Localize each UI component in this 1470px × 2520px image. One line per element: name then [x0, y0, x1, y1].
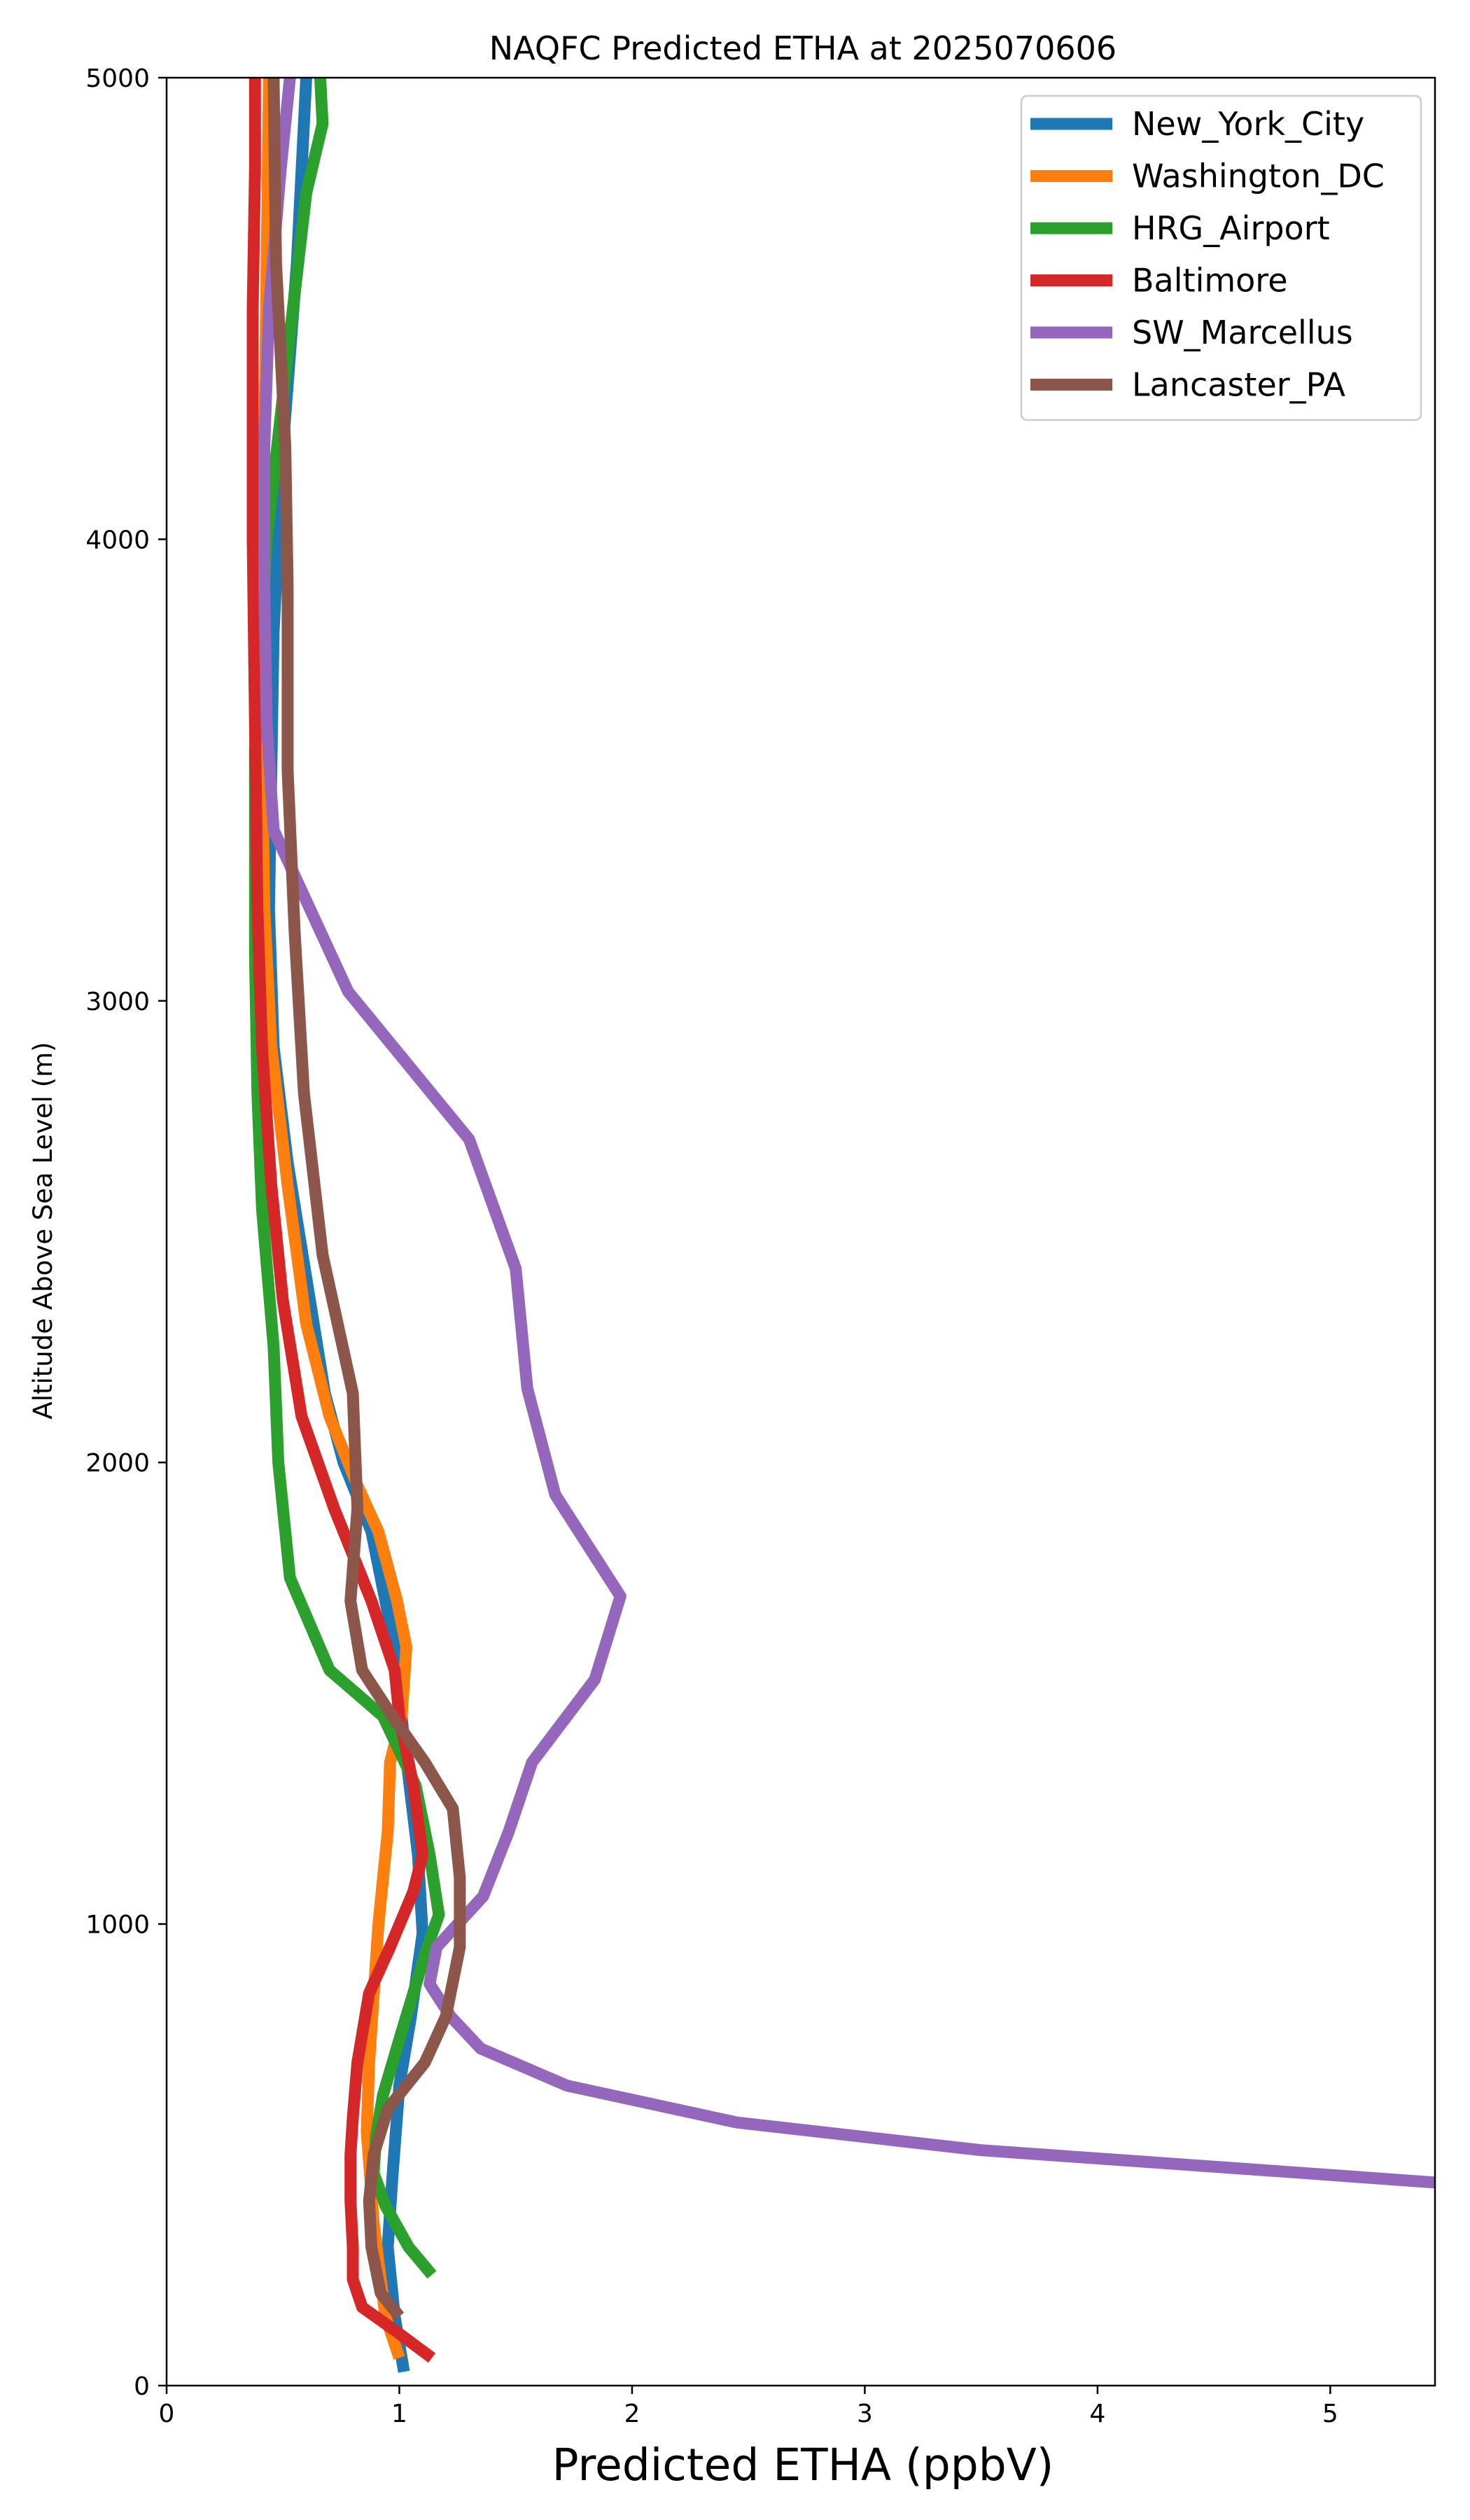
- x-tick-label: 4: [1089, 2400, 1105, 2428]
- y-tick-label: 2000: [85, 1449, 150, 1478]
- y-tick-label: 3000: [85, 988, 150, 1016]
- x-axis: 0 1 2 3 4 5: [159, 2386, 1338, 2428]
- legend-label: Baltimore: [1132, 262, 1288, 300]
- series-layer: [246, 78, 1435, 2373]
- plot-frame: [165, 76, 1436, 2387]
- series-line-lancaster-pa: [267, 78, 466, 2320]
- series-line-washington-dc: [255, 78, 412, 2360]
- legend-frame: [1020, 94, 1422, 421]
- legend-label: Washington_DC: [1132, 158, 1385, 195]
- chart-title: NAQFC Predicted ETHA at 2025070606: [489, 29, 1116, 67]
- series-line-sw-marcellus: [258, 78, 1435, 2189]
- legend-label: HRG_Airport: [1132, 209, 1330, 247]
- x-tick-label: 2: [624, 2400, 640, 2428]
- y-axis-title: Altitude Above Sea Level (m): [28, 1042, 58, 1419]
- y-tick-label: 5000: [85, 64, 150, 93]
- y-tick-label: 0: [134, 2372, 150, 2401]
- legend-label: Lancaster_PA: [1132, 366, 1345, 404]
- y-tick-label: 4000: [85, 526, 150, 554]
- x-axis-title: Predicted ETHA (ppbV): [552, 2440, 1054, 2491]
- series-line-baltimore: [246, 78, 436, 2363]
- legend-label: New_York_City: [1132, 105, 1364, 143]
- x-tick-label: 5: [1322, 2400, 1338, 2428]
- x-tick-label: 1: [391, 2400, 407, 2428]
- legend-label: SW_Marcellus: [1132, 314, 1353, 351]
- y-tick-label: 1000: [85, 1911, 150, 1940]
- x-tick-label: 0: [159, 2400, 175, 2428]
- legend: New_York_City Washington_DC HRG_Airport Bal…: [1020, 94, 1422, 421]
- y-axis: 0 1000 2000 3000 4000 5000: [85, 64, 167, 2401]
- x-tick-label: 3: [857, 2400, 873, 2428]
